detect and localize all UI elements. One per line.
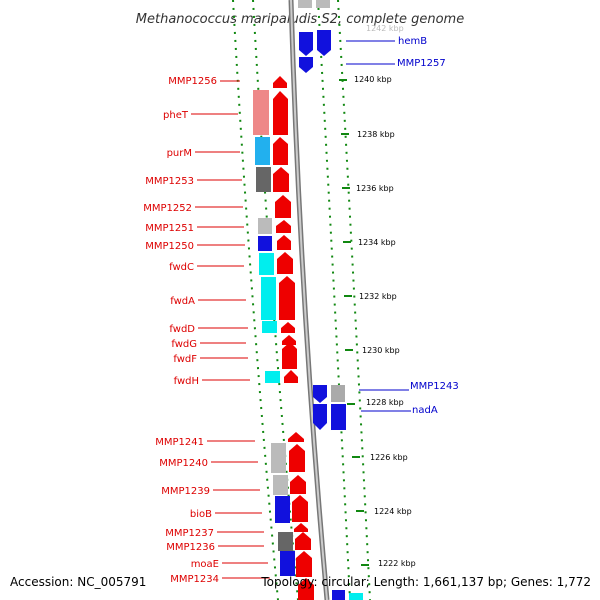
label-mmp1237: MMP1237 xyxy=(165,528,214,539)
tick-label-6: 1228 kbp xyxy=(366,398,404,407)
fwdh-gene-arrow xyxy=(284,370,298,383)
purm-gene-arrow xyxy=(273,137,288,165)
mmp1237-gene-arrow xyxy=(294,523,308,532)
label-nada: nadA xyxy=(412,405,438,416)
nada-gene-arrow xyxy=(313,404,327,430)
mmp1257-gene-arrow xyxy=(299,57,313,73)
biob-gene-arrow xyxy=(292,495,308,522)
fwdc-cog-box xyxy=(259,253,274,275)
right-leader-lines xyxy=(346,40,411,412)
mmp1251-cog-box xyxy=(258,218,272,234)
mmp1251-gene-arrow xyxy=(276,220,291,233)
label-purm: purM xyxy=(167,148,192,159)
mmp1243-gene-arrow xyxy=(313,385,327,403)
mmp1253-gene-arrow xyxy=(273,167,289,192)
fwdg-gene-arrow xyxy=(282,335,296,345)
hemb-gene-arrow-2 xyxy=(317,30,331,56)
label-fwdc: fwdC xyxy=(169,262,194,273)
bottom-cyan-box xyxy=(349,593,363,600)
gray-box-top xyxy=(298,0,312,8)
biob-cog-box xyxy=(275,496,290,523)
forward-strand-genes xyxy=(253,76,314,600)
right-gene-labels: hemB MMP1257 MMP1243 nadA xyxy=(397,36,459,416)
accession-label: Accession: NC_005791 xyxy=(10,575,146,589)
mmp1234-gene-arrow xyxy=(298,578,314,600)
fwda-gene-arrow xyxy=(279,276,295,320)
label-fwdd: fwdD xyxy=(169,324,195,335)
hemb-gene-arrow xyxy=(299,32,313,56)
blue-box-top xyxy=(316,0,330,8)
label-moae: moaE xyxy=(191,559,219,570)
topology-label: Topology: circular; Length: 1,661,137 bp… xyxy=(260,575,591,589)
label-mmp1240: MMP1240 xyxy=(159,458,208,469)
tick-label-8: 1224 kbp xyxy=(374,507,412,516)
mmp1241-gene-arrow xyxy=(288,432,304,442)
inner-right-boundary xyxy=(317,0,351,600)
mmp1239-cog-box xyxy=(273,475,288,495)
moae-gene-arrow xyxy=(296,551,312,577)
mmp1253-cog-box xyxy=(256,167,271,192)
label-hemb: hemB xyxy=(398,36,427,47)
mmp1250-gene-arrow xyxy=(277,235,291,250)
mmp1236-gene-arrow xyxy=(295,532,311,550)
mmp1243-gray-box xyxy=(331,385,345,402)
label-mmp1236: MMP1236 xyxy=(166,542,215,553)
mmp1250-cog-box xyxy=(258,236,272,251)
label-fwdh: fwdH xyxy=(174,376,199,387)
left-leader-lines xyxy=(191,80,270,579)
purm-cog-box xyxy=(255,137,270,165)
bottom-gene-arrow xyxy=(332,590,345,600)
mmp1239-gene-arrow xyxy=(290,475,306,494)
label-mmp1250: MMP1250 xyxy=(145,241,194,252)
mmp1240-cog-box xyxy=(271,443,286,473)
phet-gene-arrow xyxy=(273,91,288,135)
label-mmp1252: MMP1252 xyxy=(143,203,192,214)
fwdc-gene-arrow xyxy=(277,252,293,274)
label-fwdg: fwdG xyxy=(171,339,197,350)
tick-label-1: 1238 kbp xyxy=(357,130,395,139)
label-biob: bioB xyxy=(190,509,212,520)
label-mmp1256: MMP1256 xyxy=(168,76,217,87)
fwdf-gene-arrow xyxy=(282,342,297,369)
mmp1240-gene-arrow xyxy=(289,444,305,472)
reverse-strand-genes xyxy=(298,0,363,600)
label-fwda: fwdA xyxy=(170,296,195,307)
mmp1236-cog-box xyxy=(278,532,293,551)
moae-cog-box xyxy=(280,551,295,576)
fwdh-cog-box xyxy=(265,371,280,383)
label-phet: pheT xyxy=(163,110,189,121)
partial-top-tick-label: 1242 kbp xyxy=(366,24,404,33)
mmp1256-gene-arrow xyxy=(273,76,287,88)
tick-label-7: 1226 kbp xyxy=(370,453,408,462)
label-fwdf: fwdF xyxy=(173,354,197,365)
genome-backbone xyxy=(290,0,328,600)
tick-label-4: 1232 kbp xyxy=(359,292,397,301)
tick-label-3: 1234 kbp xyxy=(358,238,396,247)
label-mmp1253: MMP1253 xyxy=(145,176,194,187)
mmp1252-gene-arrow xyxy=(275,195,291,218)
label-mmp1257: MMP1257 xyxy=(397,58,446,69)
tick-label-2: 1236 kbp xyxy=(356,184,394,193)
label-mmp1243: MMP1243 xyxy=(410,381,459,392)
tick-label-5: 1230 kbp xyxy=(362,346,400,355)
label-mmp1251: MMP1251 xyxy=(145,223,194,234)
label-mmp1239: MMP1239 xyxy=(161,486,210,497)
phet-cog-box xyxy=(253,90,269,135)
map-title: Methanococcus maripaludis S2, complete g… xyxy=(136,12,464,27)
fwda-cog-box xyxy=(261,277,276,320)
tick-label-0: 1240 kbp xyxy=(354,75,392,84)
tick-label-9: 1222 kbp xyxy=(378,559,416,568)
left-gene-labels: MMP1256 pheT purM MMP1253 MMP1252 MMP125… xyxy=(143,76,219,585)
nada-gene-arrow-2 xyxy=(331,404,346,430)
label-mmp1241: MMP1241 xyxy=(155,437,204,448)
fwdd-cog-box xyxy=(262,321,277,333)
scale-ticks: 1240 kbp 1238 kbp 1236 kbp 1234 kbp 1232… xyxy=(339,75,416,568)
fwdd-gene-arrow xyxy=(281,322,295,333)
label-mmp1234: MMP1234 xyxy=(170,574,219,585)
